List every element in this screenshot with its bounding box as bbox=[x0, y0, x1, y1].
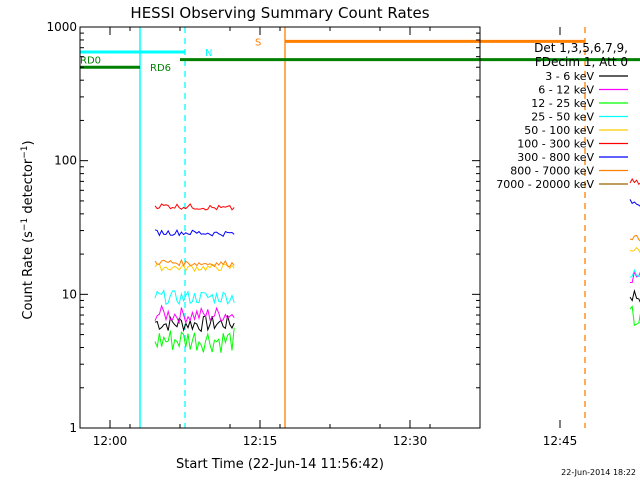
x-axis-label: Start Time (22-Jun-14 11:56:42) bbox=[176, 457, 384, 472]
y-tick-label: 100 bbox=[54, 154, 77, 168]
legend-entry-6: 100 - 300 keV bbox=[517, 138, 594, 151]
x-tick-label: 12:45 bbox=[543, 434, 578, 448]
axes: 110100100012:0012:1512:3012:4513:0013:15… bbox=[46, 20, 578, 448]
legend-entry-3: 12 - 25 keV bbox=[531, 97, 594, 110]
x-tick-label: 12:15 bbox=[243, 434, 278, 448]
series-line-2 bbox=[154, 270, 640, 325]
legend-header-line-2: FDecim 1, Att 0 bbox=[535, 55, 628, 69]
series-line-7 bbox=[154, 199, 640, 238]
flag-label-rd0: RD0 bbox=[80, 56, 101, 67]
series-line-8 bbox=[154, 234, 640, 268]
legend-entry-7: 300 - 800 keV bbox=[517, 151, 594, 164]
chart-title: HESSI Observing Summary Count Rates bbox=[130, 4, 429, 22]
flag-label-s: S bbox=[255, 37, 261, 48]
legend: Det 1,3,5,6,7,9, FDecim 1, Att 0 3 - 6 k… bbox=[496, 41, 628, 191]
series-line-5 bbox=[154, 246, 640, 273]
flag-label-n: N bbox=[205, 48, 212, 59]
x-tick-label: 12:00 bbox=[93, 434, 128, 448]
y-tick-label: 10 bbox=[62, 287, 77, 301]
legend-entry-9: 7000 - 20000 keV bbox=[496, 178, 594, 191]
y-tick-label: 1000 bbox=[46, 20, 77, 34]
y-tick-label: 1 bbox=[69, 421, 77, 435]
legend-entry-2: 6 - 12 keV bbox=[538, 84, 594, 97]
series-line-4 bbox=[154, 268, 640, 306]
legend-entry-4: 25 - 50 keV bbox=[531, 111, 594, 124]
series-line-6 bbox=[154, 178, 640, 211]
legend-entry-1: 3 - 6 keV bbox=[545, 70, 594, 83]
legend-entry-5: 50 - 100 keV bbox=[524, 124, 594, 137]
legend-header-line-1: Det 1,3,5,6,7,9, bbox=[534, 41, 628, 55]
series-line-3 bbox=[154, 305, 640, 353]
x-tick-label: 12:30 bbox=[393, 434, 428, 448]
plot-area: N S RD0 RD6 bbox=[80, 27, 640, 428]
footer-timestamp: 22-Jun-2014 18:22 bbox=[561, 468, 636, 477]
legend-entry-8: 800 - 7000 keV bbox=[510, 165, 594, 178]
flag-label-rd6: RD6 bbox=[150, 63, 171, 74]
y-axis-label: Count Rate (s−1 detector−1) bbox=[20, 140, 36, 319]
